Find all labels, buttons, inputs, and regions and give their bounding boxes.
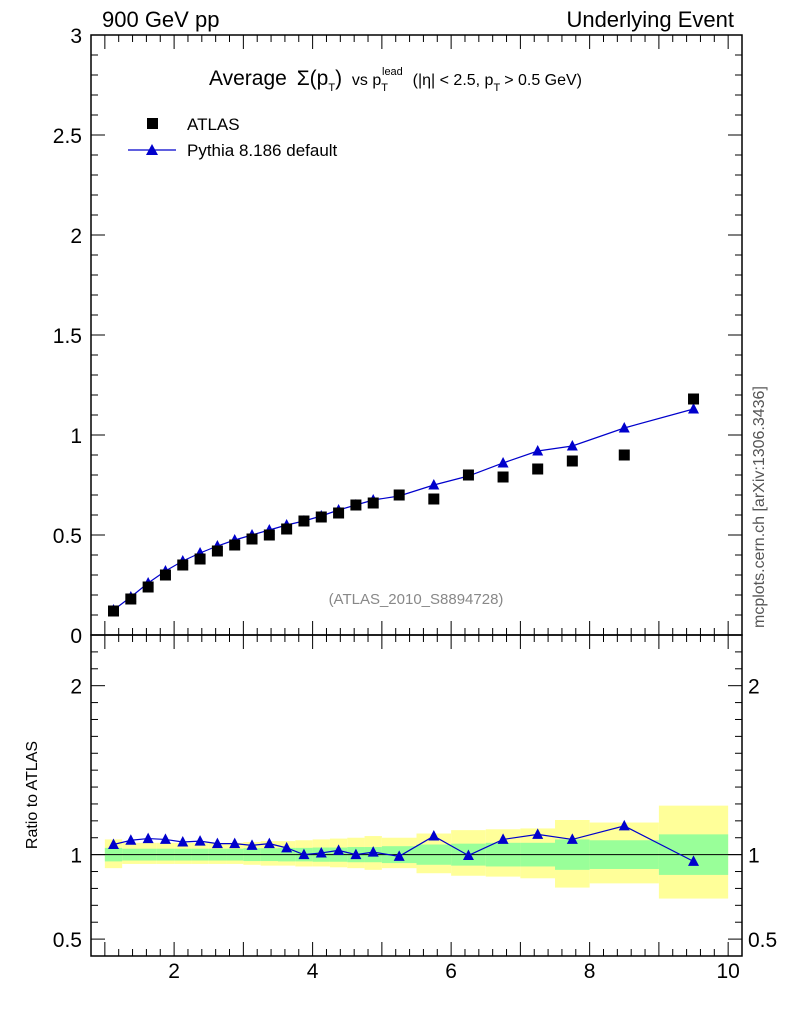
data-point — [281, 523, 293, 535]
ratio-point — [246, 839, 258, 850]
mc-point — [532, 445, 544, 456]
main-data-series — [108, 393, 700, 617]
chart-title: Average Σ(pT) vs pTlead (|η| < 2.5, pT > … — [209, 57, 582, 94]
data-point — [194, 553, 206, 565]
x-tick-label: 8 — [584, 960, 596, 983]
ratio-point — [367, 846, 379, 857]
ratio-point — [229, 837, 241, 849]
data-point — [393, 489, 405, 501]
legend-mc-marker — [146, 144, 158, 155]
data-point — [246, 533, 258, 545]
y-tick-label: 0 — [70, 625, 82, 648]
data-point — [159, 569, 171, 581]
y-tick-label: 1.5 — [53, 325, 82, 348]
x-ticks: 2 4 6 8 10 — [104, 35, 740, 983]
ratio-point — [532, 828, 544, 839]
x-tick-label: 2 — [168, 960, 180, 983]
header-right: Underlying Event — [566, 7, 734, 32]
data-point — [177, 559, 189, 571]
data-point — [367, 497, 379, 509]
data-point — [618, 449, 630, 461]
data-point — [125, 593, 137, 605]
ratio-point — [333, 844, 345, 855]
data-point — [497, 471, 509, 483]
y-tick-label: 2.5 — [53, 125, 82, 148]
ratio-point — [618, 819, 630, 831]
y-tick-label: 0.5 — [53, 525, 82, 548]
ratio-point — [125, 834, 137, 845]
ratio-point — [350, 848, 362, 860]
main-mc-series — [108, 403, 700, 615]
ratio-frame — [90, 634, 743, 957]
y-tick-label: 1 — [70, 425, 82, 448]
ratio-y-axis-label: Ratio to ATLAS — [24, 741, 41, 849]
ratio-point — [315, 846, 327, 858]
y-tick-label: 2 — [70, 225, 82, 248]
ratio-point — [462, 849, 474, 860]
mc-point — [618, 422, 630, 433]
data-point — [211, 545, 223, 557]
ratio-point — [159, 833, 171, 844]
data-point — [263, 529, 275, 541]
analysis-label: (ATLAS_2010_S8894728) — [329, 591, 504, 608]
mc-point — [497, 457, 509, 468]
ratio-point — [497, 833, 509, 844]
ratio-point — [263, 837, 275, 849]
ratio-mc-series — [108, 819, 700, 866]
x-tick-label: 4 — [307, 960, 319, 983]
ratio-point — [142, 832, 154, 844]
data-point — [462, 469, 474, 481]
header-left: 900 GeV pp — [102, 7, 220, 32]
data-point — [428, 493, 440, 505]
legend-data-marker — [147, 118, 158, 129]
ratio-point — [688, 855, 700, 866]
ratio-point — [566, 833, 578, 844]
ratio-y-tick-label-right: 2 — [748, 676, 760, 699]
x-tick-label: 6 — [445, 960, 457, 983]
legend: ATLAS Pythia 8.186 default — [128, 115, 338, 160]
ratio-y-tick-label-right: 0.5 — [748, 929, 777, 952]
data-point — [333, 507, 345, 519]
legend-data-label: ATLAS — [187, 115, 240, 134]
data-point — [350, 499, 362, 511]
ratio-point — [281, 841, 293, 853]
data-point — [532, 463, 544, 475]
data-point — [688, 393, 700, 405]
mc-point — [566, 440, 578, 451]
ratio-point — [298, 848, 310, 860]
y-tick-label: 3 — [70, 25, 82, 48]
ratio-y-ticks: 0.5 0.5 1 1 2 2 — [53, 651, 777, 952]
mc-point — [428, 479, 440, 490]
ratio-point — [393, 850, 405, 861]
ratio-y-tick-label: 2 — [70, 676, 82, 699]
ratio-y-tick-label: 0.5 — [53, 929, 82, 952]
ratio-point — [177, 835, 189, 847]
side-citation: mcplots.cern.ch [arXiv:1306.3436] — [751, 386, 768, 628]
ratio-point — [211, 837, 223, 849]
data-point — [315, 511, 327, 523]
ratio-y-tick-label: 1 — [70, 845, 82, 868]
ratio-point — [428, 830, 440, 841]
data-point — [566, 455, 578, 467]
ratio-point — [194, 835, 206, 846]
data-point — [142, 581, 154, 593]
mc-point — [688, 403, 700, 414]
main-y-ticks: 0 0.5 1 1.5 2 2.5 3 — [53, 25, 742, 648]
mc-series-line — [113, 408, 694, 611]
x-tick-label: 10 — [716, 960, 739, 983]
ratio-y-tick-label-right: 1 — [748, 845, 760, 868]
data-point — [298, 515, 310, 527]
ratio-point — [108, 838, 120, 849]
data-point — [229, 539, 241, 551]
data-point — [108, 605, 120, 617]
legend-mc-label: Pythia 8.186 default — [187, 141, 338, 160]
